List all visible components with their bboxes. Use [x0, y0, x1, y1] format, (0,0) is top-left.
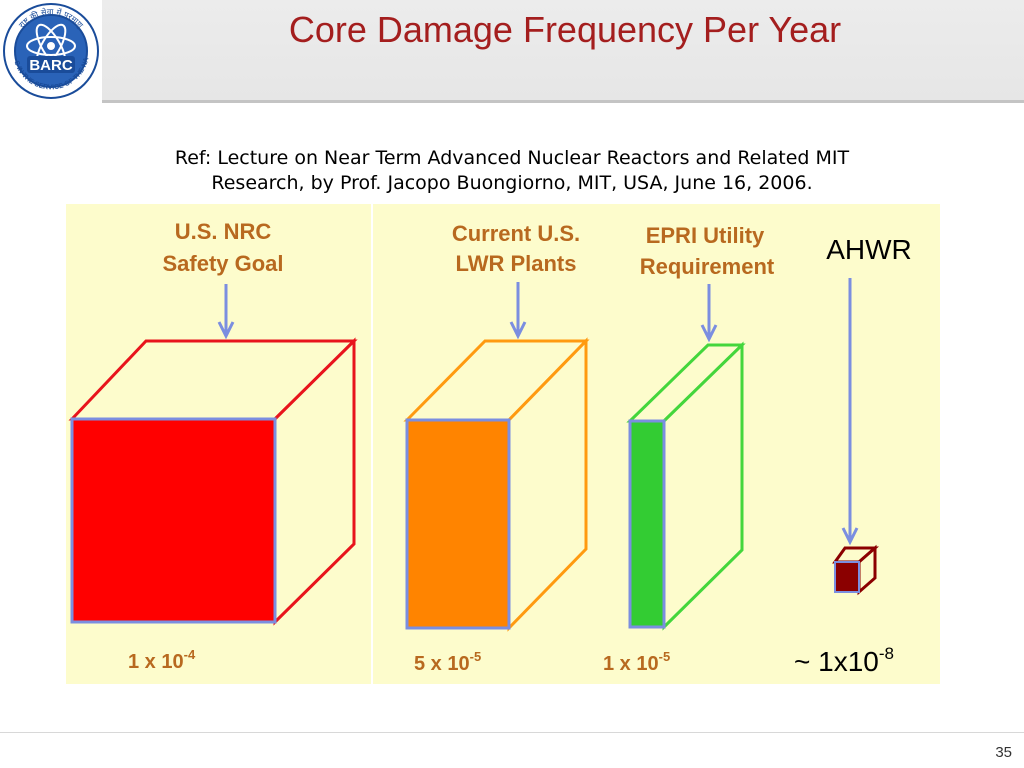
- nrc-arrow-head: [217, 321, 235, 340]
- nrc-value-exponent: -4: [184, 647, 196, 662]
- title-divider: [102, 100, 1024, 103]
- reference-line-1: Ref: Lecture on Near Term Advanced Nucle…: [174, 147, 850, 169]
- epri-arrow-head: [700, 324, 718, 343]
- lwr-cube-front: [405, 418, 511, 630]
- epri-cube-front: [628, 419, 666, 629]
- nrc-safety-goal-item: U.S. NRC Safety Goal 1 x 10-4: [68, 219, 358, 673]
- nrc-value-base: 1 x 10: [128, 651, 184, 673]
- footer-divider: [0, 732, 1024, 733]
- current-lwr-plants-item: Current U.S. LWR Plants 5 x 10-5: [403, 221, 590, 675]
- ahwr-item: AHWR ~ 1x10-8: [794, 234, 912, 677]
- lwr-heading-line-1: Current U.S.: [452, 221, 580, 246]
- barc-emblem-icon: BARC ATOMS IN THE SERVICE OF THE NATION …: [0, 0, 100, 100]
- epri-value: 1 x 10-5: [603, 649, 670, 675]
- ahwr-cube-front: [834, 561, 860, 593]
- nrc-heading-line-2: Safety Goal: [162, 251, 283, 276]
- lwr-heading-line-2: LWR Plants: [455, 251, 576, 276]
- ahwr-arrow-head: [841, 527, 859, 546]
- nrc-value: 1 x 10-4: [128, 647, 196, 673]
- page-title: Core Damage Frequency Per Year: [288, 9, 842, 50]
- ahwr-value-base: ~ 1x10: [794, 646, 879, 677]
- logo-text: BARC: [29, 57, 72, 74]
- nrc-heading-line-1: U.S. NRC: [175, 219, 272, 244]
- barc-logo: BARC ATOMS IN THE SERVICE OF THE NATION …: [0, 0, 102, 102]
- title-bar: [0, 0, 1024, 102]
- lwr-value-base: 5 x 10: [414, 653, 470, 675]
- lwr-arrow-head: [509, 321, 527, 340]
- lwr-value-exponent: -5: [470, 649, 482, 664]
- ahwr-value-exponent: -8: [879, 644, 894, 663]
- nrc-cube-front: [70, 417, 277, 624]
- ahwr-value: ~ 1x10-8: [794, 644, 894, 677]
- lwr-value: 5 x 10-5: [414, 649, 481, 675]
- epri-utility-requirement-item: EPRI Utility Requirement 1 x 10-5: [603, 223, 775, 675]
- cdf-comparison-diagram: U.S. NRC Safety Goal 1 x 10-4 Current U.…: [66, 204, 940, 684]
- epri-value-base: 1 x 10: [603, 653, 659, 675]
- reference-text: Ref: Lecture on Near Term Advanced Nucle…: [60, 146, 964, 196]
- epri-value-exponent: -5: [659, 649, 671, 664]
- slide-number: 35: [995, 744, 1012, 761]
- epri-heading-line-1: EPRI Utility: [646, 223, 765, 248]
- reference-line-2: Research, by Prof. Jacopo Buongiorno, MI…: [211, 172, 813, 194]
- epri-heading-line-2: Requirement: [640, 254, 775, 279]
- ahwr-heading: AHWR: [826, 234, 912, 265]
